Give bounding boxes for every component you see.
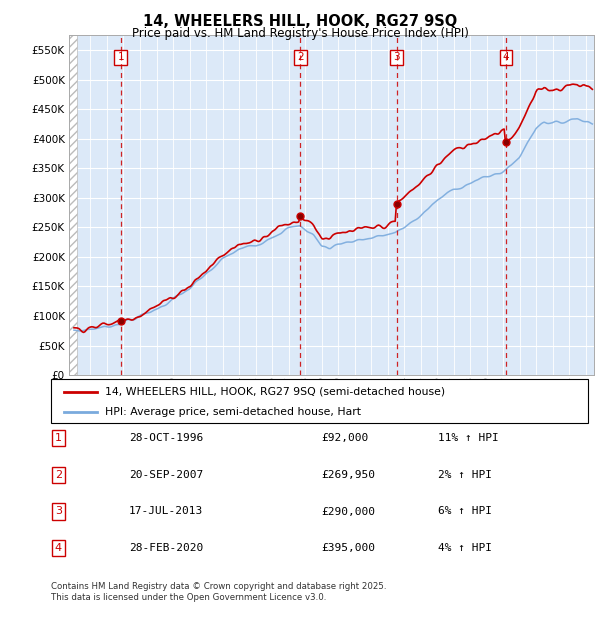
Text: 20-SEP-2007: 20-SEP-2007: [129, 470, 203, 480]
Text: £269,950: £269,950: [321, 470, 375, 480]
Text: 11% ↑ HPI: 11% ↑ HPI: [438, 433, 499, 443]
Text: 4: 4: [503, 53, 509, 63]
Text: £92,000: £92,000: [321, 433, 368, 443]
Text: £395,000: £395,000: [321, 543, 375, 553]
Text: 2: 2: [55, 470, 62, 480]
Text: 3: 3: [393, 53, 400, 63]
FancyBboxPatch shape: [51, 379, 588, 423]
Text: Contains HM Land Registry data © Crown copyright and database right 2025.
This d: Contains HM Land Registry data © Crown c…: [51, 582, 386, 603]
Text: 2: 2: [297, 53, 304, 63]
Text: 28-OCT-1996: 28-OCT-1996: [129, 433, 203, 443]
Text: 3: 3: [55, 507, 62, 516]
Text: HPI: Average price, semi-detached house, Hart: HPI: Average price, semi-detached house,…: [105, 407, 361, 417]
Text: 1: 1: [55, 433, 62, 443]
Text: 17-JUL-2013: 17-JUL-2013: [129, 507, 203, 516]
Text: 4: 4: [55, 543, 62, 553]
Text: 1: 1: [118, 53, 124, 63]
Text: 14, WHEELERS HILL, HOOK, RG27 9SQ: 14, WHEELERS HILL, HOOK, RG27 9SQ: [143, 14, 457, 29]
Text: 2% ↑ HPI: 2% ↑ HPI: [438, 470, 492, 480]
Text: 4% ↑ HPI: 4% ↑ HPI: [438, 543, 492, 553]
Bar: [69, 35, 77, 375]
Text: 14, WHEELERS HILL, HOOK, RG27 9SQ (semi-detached house): 14, WHEELERS HILL, HOOK, RG27 9SQ (semi-…: [105, 387, 445, 397]
Text: 6% ↑ HPI: 6% ↑ HPI: [438, 507, 492, 516]
Text: £290,000: £290,000: [321, 507, 375, 516]
Text: Price paid vs. HM Land Registry's House Price Index (HPI): Price paid vs. HM Land Registry's House …: [131, 27, 469, 40]
Text: 28-FEB-2020: 28-FEB-2020: [129, 543, 203, 553]
